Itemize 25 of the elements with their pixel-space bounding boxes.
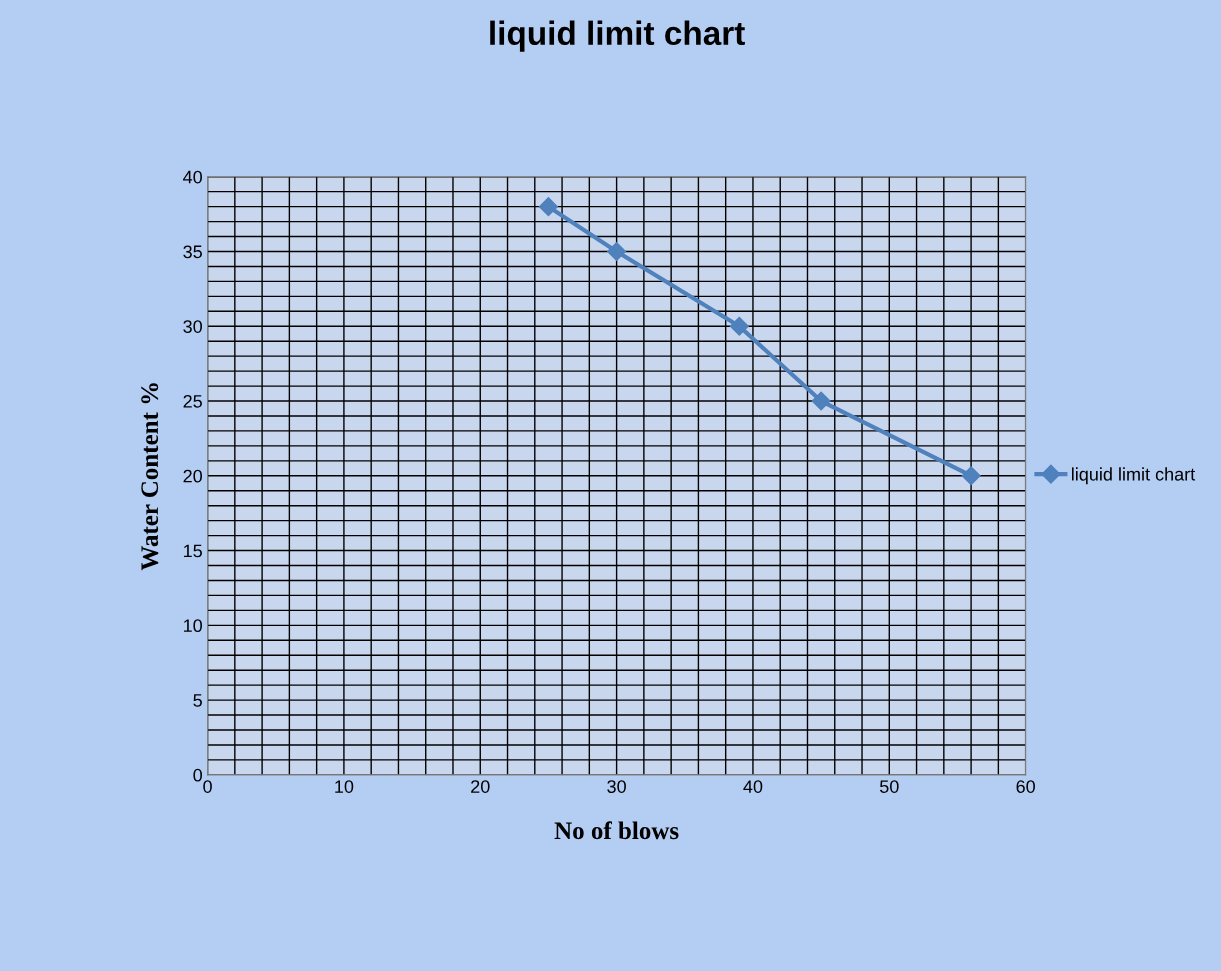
y-tick-label: 10 bbox=[184, 619, 202, 633]
legend-label: liquid limit chart bbox=[1071, 467, 1196, 485]
x-tick-label: 60 bbox=[1016, 780, 1035, 793]
y-tick-label: 35 bbox=[183, 245, 202, 259]
y-tick-label: 5 bbox=[193, 694, 202, 707]
x-tick-label: 0 bbox=[203, 780, 212, 793]
y-axis-title: Water Content % bbox=[141, 383, 159, 571]
y-tick-label: 15 bbox=[184, 544, 202, 558]
y-tick-label: 25 bbox=[183, 394, 202, 408]
chart-title: liquid limit chart bbox=[490, 20, 745, 52]
x-tick-label: 50 bbox=[879, 780, 899, 793]
point bbox=[729, 316, 749, 336]
x-tick-label: 40 bbox=[743, 780, 763, 793]
x-axis-title: No of blows bbox=[554, 821, 679, 840]
point bbox=[961, 466, 981, 486]
point bbox=[538, 197, 558, 217]
x-tick-label: 20 bbox=[471, 780, 490, 793]
x-tick-label: 10 bbox=[335, 780, 354, 793]
x-tick-label: 30 bbox=[607, 780, 626, 793]
y-tick-label: 0 bbox=[193, 768, 202, 782]
point bbox=[811, 391, 831, 411]
y-tick-label: 20 bbox=[183, 469, 202, 483]
y-tick-label: 30 bbox=[183, 320, 202, 333]
y-tick-label: 40 bbox=[183, 170, 202, 184]
point bbox=[607, 241, 627, 262]
